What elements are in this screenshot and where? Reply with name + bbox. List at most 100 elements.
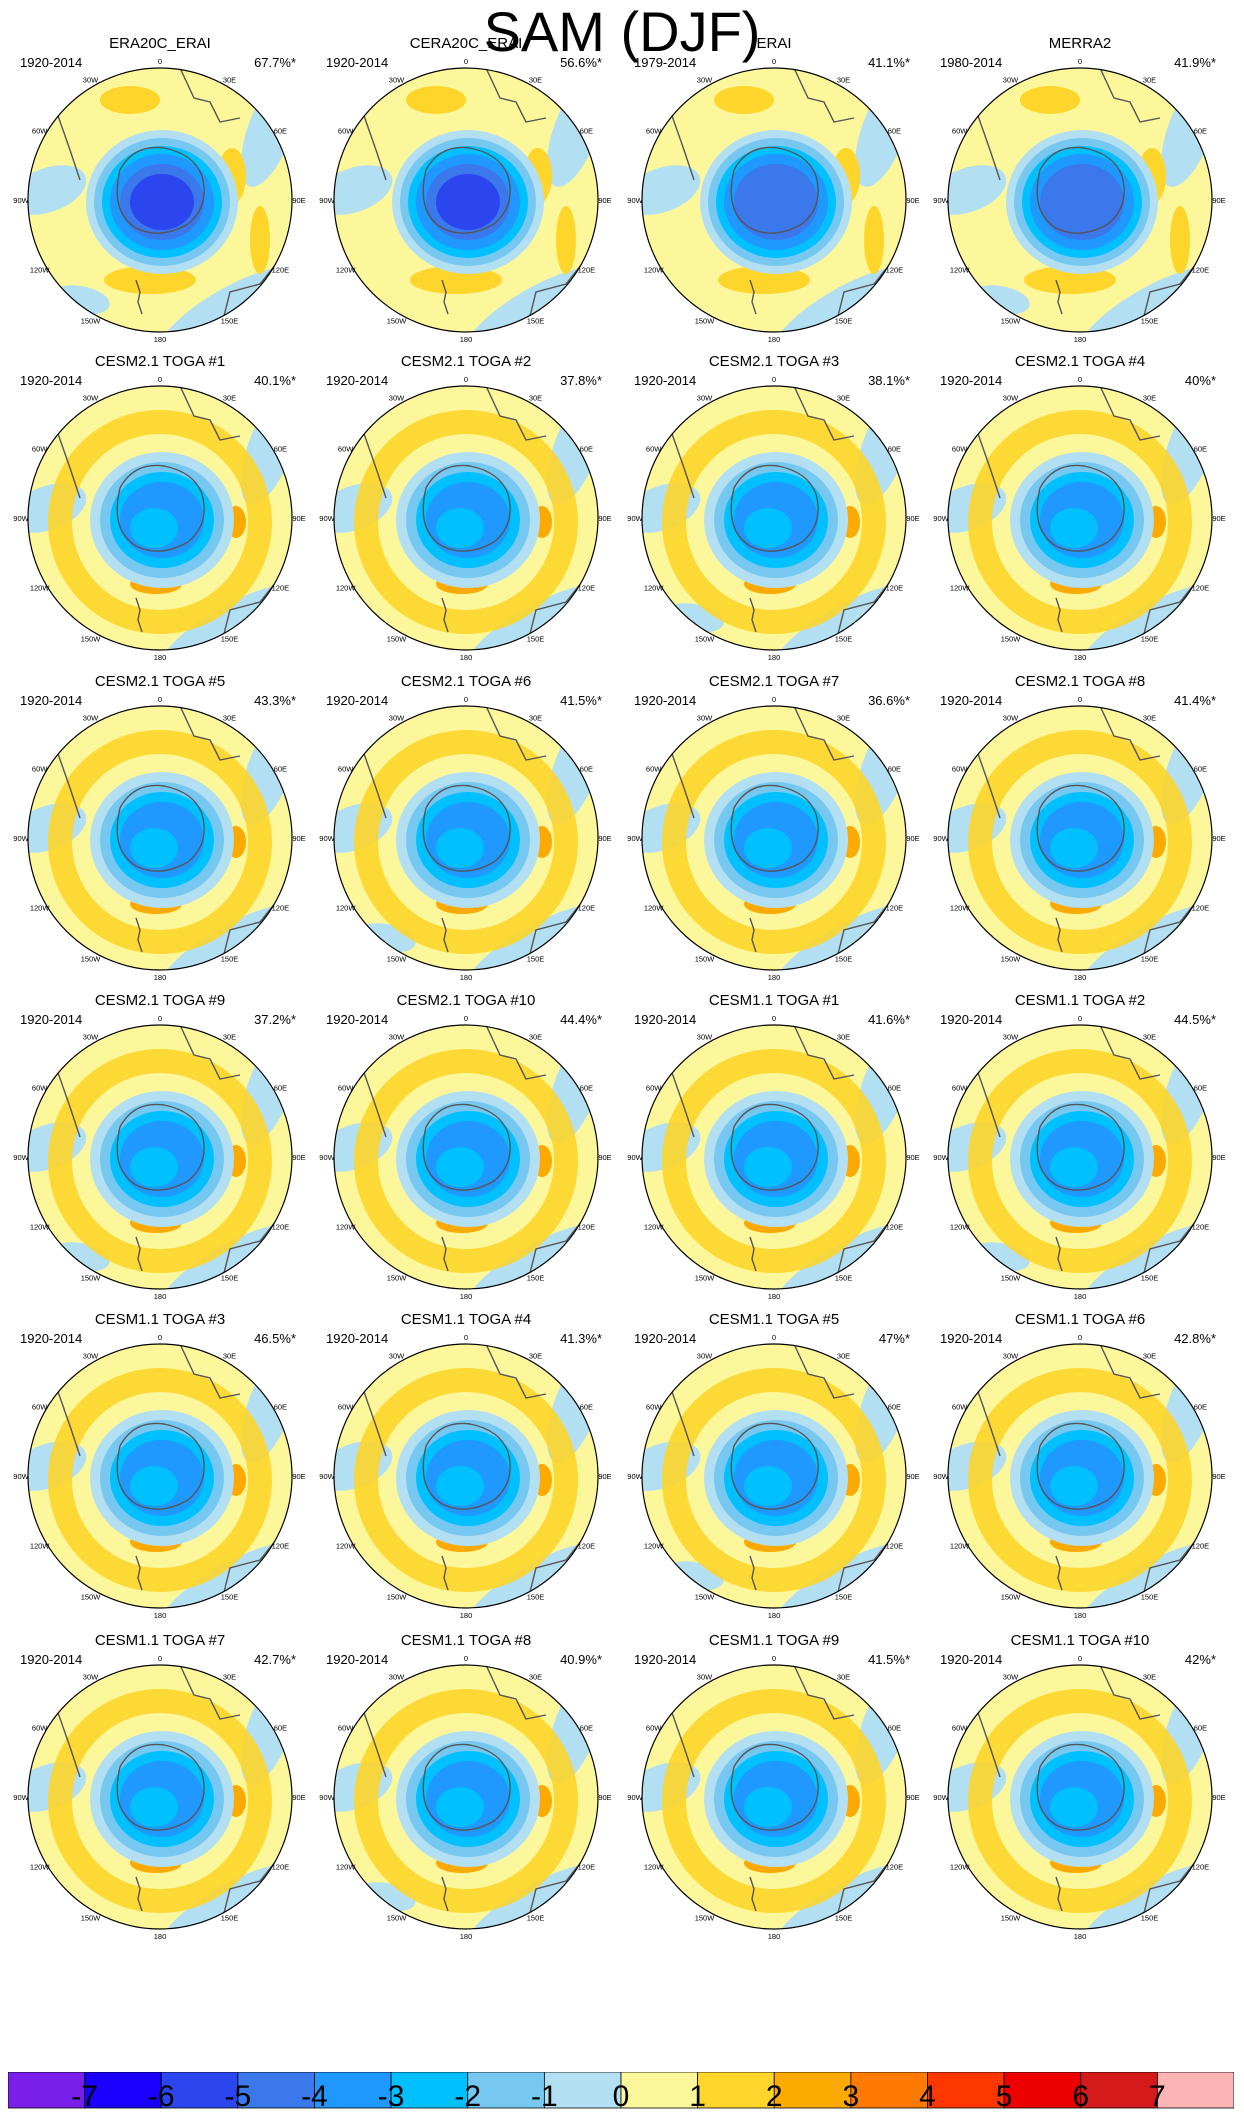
longitude-label: 60W bbox=[646, 1724, 662, 1733]
longitude-label: 150E bbox=[1141, 1913, 1159, 1922]
panel-percent: 40.1%* bbox=[254, 373, 296, 388]
longitude-label: 60E bbox=[888, 1724, 901, 1733]
polar-negative-contour bbox=[744, 1787, 792, 1827]
longitude-label: 120W bbox=[30, 266, 51, 275]
panel-title: MERRA2 bbox=[1049, 35, 1112, 52]
longitude-label: 180 bbox=[1074, 1932, 1087, 1941]
longitude-label: 120E bbox=[272, 1223, 290, 1232]
panel-period: 1920-2014 bbox=[634, 1012, 696, 1027]
longitude-label: 180 bbox=[460, 1611, 473, 1620]
map-border bbox=[947, 1343, 1213, 1609]
positive-anomaly-patch bbox=[1020, 86, 1080, 114]
panel-title: CESM1.1 TOGA #3 bbox=[95, 1311, 225, 1328]
longitude-label: 60E bbox=[1194, 445, 1207, 454]
colorbar-tick-label: -7 bbox=[71, 2080, 98, 2113]
longitude-label: 180 bbox=[154, 653, 167, 662]
longitude-label: 60E bbox=[274, 445, 287, 454]
africa-coastline bbox=[793, 1665, 855, 1720]
longitude-label: 150E bbox=[835, 316, 853, 325]
longitude-label: 150W bbox=[1001, 1592, 1022, 1601]
africa-coastline bbox=[179, 1025, 241, 1080]
positive-anomaly-ring bbox=[354, 730, 578, 954]
longitude-label: 60E bbox=[274, 1403, 287, 1412]
antarctica-coastline bbox=[422, 464, 511, 552]
longitude-label: 60W bbox=[32, 765, 48, 774]
longitude-label: 30W bbox=[1003, 1352, 1019, 1361]
positive-anomaly-ring bbox=[48, 1689, 272, 1913]
longitude-label: 150W bbox=[81, 316, 102, 325]
colorbar-tick-label: -4 bbox=[301, 2080, 328, 2113]
panel-period: 1920-2014 bbox=[940, 693, 1002, 708]
colorbar-tick-label: 0 bbox=[612, 2080, 630, 2113]
longitude-label: 180 bbox=[154, 1292, 167, 1301]
longitude-label: 30E bbox=[1143, 1033, 1156, 1042]
longitude-label: 150E bbox=[1141, 634, 1159, 643]
longitude-label: 90W bbox=[319, 1153, 335, 1162]
longitude-label: 60W bbox=[32, 1724, 48, 1733]
longitude-label: 90W bbox=[933, 834, 949, 843]
longitude-label: 30W bbox=[83, 1673, 99, 1682]
longitude-label: 120W bbox=[644, 266, 665, 275]
longitude-label: 150W bbox=[1001, 954, 1022, 963]
africa-coastline bbox=[1099, 68, 1161, 123]
new-zealand-coastline bbox=[441, 279, 449, 315]
longitude-label: 30E bbox=[837, 1673, 850, 1682]
longitude-label: 180 bbox=[460, 1292, 473, 1301]
africa-coastline bbox=[485, 1665, 547, 1720]
longitude-label: 30W bbox=[389, 1033, 405, 1042]
positive-anomaly-ring bbox=[968, 1368, 1192, 1592]
longitude-label: 30W bbox=[697, 1033, 713, 1042]
new-zealand-coastline bbox=[1055, 597, 1063, 633]
longitude-label: 120W bbox=[950, 266, 971, 275]
polar-negative-contour bbox=[436, 174, 500, 230]
colorbar bbox=[8, 2072, 1234, 2109]
antarctica-coastline bbox=[116, 784, 205, 872]
longitude-label: 30W bbox=[1003, 1033, 1019, 1042]
longitude-label: 120W bbox=[950, 1542, 971, 1551]
longitude-label: 0 bbox=[158, 1654, 162, 1663]
longitude-label: 0 bbox=[772, 1654, 776, 1663]
longitude-label: 30E bbox=[529, 714, 542, 723]
longitude-label: 150E bbox=[1141, 1592, 1159, 1601]
colorbar-tick-label: -6 bbox=[147, 2080, 175, 2113]
map-panel: 0 30E 60E 90E 120E 150E 180 150W 120W 90W 60W 30W CE… bbox=[627, 1311, 919, 1620]
new-zealand-coastline bbox=[135, 1236, 143, 1272]
new-zealand-coastline bbox=[749, 917, 757, 953]
panel-period: 1920-2014 bbox=[940, 1331, 1002, 1346]
longitude-label: 60E bbox=[888, 445, 901, 454]
longitude-label: 120W bbox=[30, 584, 51, 593]
longitude-label: 90W bbox=[13, 1153, 29, 1162]
longitude-label: 30W bbox=[1003, 394, 1019, 403]
colorbar-swatch bbox=[160, 2072, 239, 2109]
panel-percent: 67.7%* bbox=[254, 55, 296, 70]
longitude-label: 120E bbox=[272, 584, 290, 593]
longitude-label: 150W bbox=[695, 316, 716, 325]
longitude-label: 60W bbox=[646, 445, 662, 454]
colorbar-labels: -7 -6 -5 -4 -3 -2 -1 0 1 2 3 4 5 6 7 bbox=[8, 2080, 1234, 2120]
polar-negative-contour bbox=[1040, 164, 1124, 240]
longitude-label: 60E bbox=[274, 127, 287, 136]
longitude-label: 60E bbox=[1194, 1084, 1207, 1093]
positive-anomaly-ring bbox=[662, 410, 886, 634]
longitude-label: 60E bbox=[1194, 127, 1207, 136]
polar-negative-contour bbox=[1050, 1147, 1098, 1187]
longitude-label: 60E bbox=[888, 765, 901, 774]
longitude-label: 120E bbox=[1192, 904, 1210, 913]
new-zealand-coastline bbox=[1055, 279, 1063, 315]
longitude-label: 0 bbox=[158, 1014, 162, 1023]
panel-period: 1920-2014 bbox=[20, 55, 82, 70]
panel-period: 1920-2014 bbox=[634, 693, 696, 708]
longitude-label: 90E bbox=[292, 834, 305, 843]
positive-anomaly-patch bbox=[100, 86, 160, 114]
map-border bbox=[27, 705, 293, 971]
longitude-label: 180 bbox=[768, 1292, 781, 1301]
longitude-label: 120E bbox=[1192, 1542, 1210, 1551]
longitude-label: 90E bbox=[906, 1793, 919, 1802]
longitude-label: 90W bbox=[319, 1793, 335, 1802]
map-border bbox=[333, 67, 599, 333]
panel-title: CESM1.1 TOGA #4 bbox=[401, 1311, 531, 1328]
colorbar-tick-label: 6 bbox=[1072, 2080, 1090, 2113]
positive-anomaly-ring bbox=[968, 730, 1192, 954]
antarctica-coastline bbox=[422, 1743, 511, 1831]
longitude-label: 30W bbox=[1003, 76, 1019, 85]
